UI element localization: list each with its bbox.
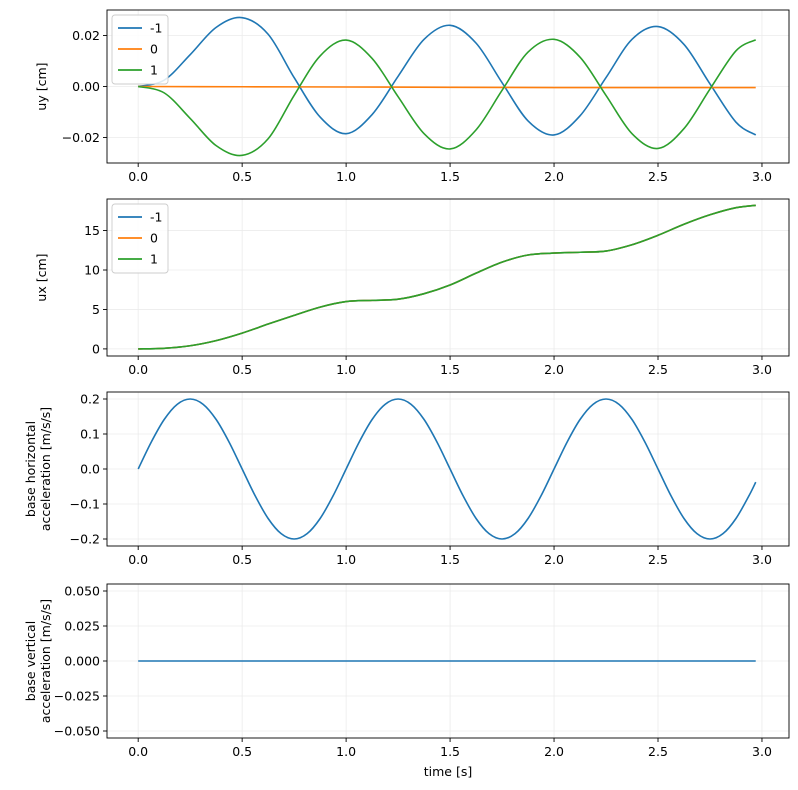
y-tick-label: 0.1	[80, 427, 100, 442]
series-group	[138, 16, 757, 157]
x-tick-label: 3.0	[752, 362, 772, 377]
y-tick-label: 0	[92, 341, 100, 356]
y-tick-label: 0.0	[80, 462, 100, 477]
x-tick-label: 0.0	[128, 169, 148, 184]
x-tick-label: 0.0	[128, 362, 148, 377]
x-tick-label: 1.0	[336, 744, 356, 759]
legend-label: -1	[150, 21, 162, 36]
y-tick-label: 0.02	[72, 28, 100, 43]
x-tick-label: 1.5	[440, 169, 460, 184]
series-line-1	[138, 38, 757, 157]
y-tick-label: 0.025	[64, 619, 100, 634]
x-tick-label: 1.0	[336, 552, 356, 567]
x-tick-label: 0.5	[232, 169, 252, 184]
subplot-1: 0.0 0.5 1.0 1.5 2.0 2.5 3.0 −0.02 0.00 0.02 uy [cm…	[34, 9, 790, 184]
series-line--1	[138, 16, 757, 136]
x-tick-label: 2.0	[544, 744, 564, 759]
legend-label: 0	[150, 231, 158, 246]
y-tick-label: 15	[84, 223, 100, 238]
x-tick-label: 0.0	[128, 744, 148, 759]
x-tick-label: 0.5	[232, 362, 252, 377]
y-axis-label: uy [cm]	[34, 62, 49, 110]
y-axis-label: acceleration [m/s/s]	[38, 407, 53, 531]
legend: -1 0 1	[111, 14, 169, 85]
x-tick-label: 2.0	[544, 362, 564, 377]
subplot-2: 0.0 0.5 1.0 1.5 2.0 2.5 3.0 0 5 10 15 ux [cm] -1 0 1	[34, 198, 790, 377]
y-axis-label: base vertical	[23, 621, 38, 701]
x-tick-label: 2.0	[544, 552, 564, 567]
x-tick-label: 1.0	[336, 362, 356, 377]
x-tick-label: 1.5	[440, 744, 460, 759]
x-tick-label: 2.0	[544, 169, 564, 184]
x-tick-label: 0.5	[232, 744, 252, 759]
y-tick-label: −0.1	[70, 497, 100, 512]
x-tick-label: 2.5	[648, 552, 668, 567]
subplot-3: 0.0 0.5 1.0 1.5 2.0 2.5 3.0 −0.2 −0.1 0.0 0.1 0.2 ba…	[23, 392, 790, 567]
y-tick-label: −0.025	[54, 689, 100, 704]
x-tick-label: 2.5	[648, 169, 668, 184]
x-tick-label: 3.0	[752, 744, 772, 759]
y-tick-label: 0.050	[64, 584, 100, 599]
x-tick-label: 3.0	[752, 552, 772, 567]
y-tick-label: 0.00	[72, 79, 100, 94]
x-tick-label: 2.5	[648, 744, 668, 759]
x-tick-label: 0.0	[128, 552, 148, 567]
axes-frame	[106, 198, 790, 357]
x-axis-label: time [s]	[424, 764, 472, 779]
x-tick-label: 3.0	[752, 169, 772, 184]
legend-label: 1	[150, 63, 158, 78]
y-tick-label: 10	[84, 263, 100, 278]
legend-label: -1	[150, 210, 162, 225]
x-tick-label: 1.5	[440, 552, 460, 567]
subplot-4: 0.0 0.5 1.0 1.5 2.0 2.5 3.0 −0.050 −0.025 0.000 0.…	[23, 584, 790, 779]
x-tick-label: 2.5	[648, 362, 668, 377]
x-tick-label: 0.5	[232, 552, 252, 567]
y-tick-label: −0.050	[54, 724, 100, 739]
y-axis-label: acceleration [m/s/s]	[38, 599, 53, 723]
y-tick-label: −0.2	[70, 532, 100, 547]
y-tick-label: 5	[92, 302, 100, 317]
series-line	[137, 398, 757, 540]
series-line-0	[138, 85, 756, 89]
series-line-1	[138, 204, 756, 350]
legend: -1 0 1	[111, 203, 169, 274]
legend-label: 1	[150, 252, 158, 267]
y-tick-label: 0.000	[64, 654, 100, 669]
series-group	[137, 398, 757, 540]
x-tick-label: 1.0	[336, 169, 356, 184]
y-axis-label: base horizontal	[23, 421, 38, 517]
y-tick-label: 0.2	[80, 392, 100, 407]
legend-label: 0	[150, 42, 158, 57]
y-tick-label: −0.02	[62, 130, 100, 145]
series-group	[138, 204, 756, 350]
x-tick-label: 1.5	[440, 362, 460, 377]
y-axis-label: ux [cm]	[34, 253, 49, 301]
